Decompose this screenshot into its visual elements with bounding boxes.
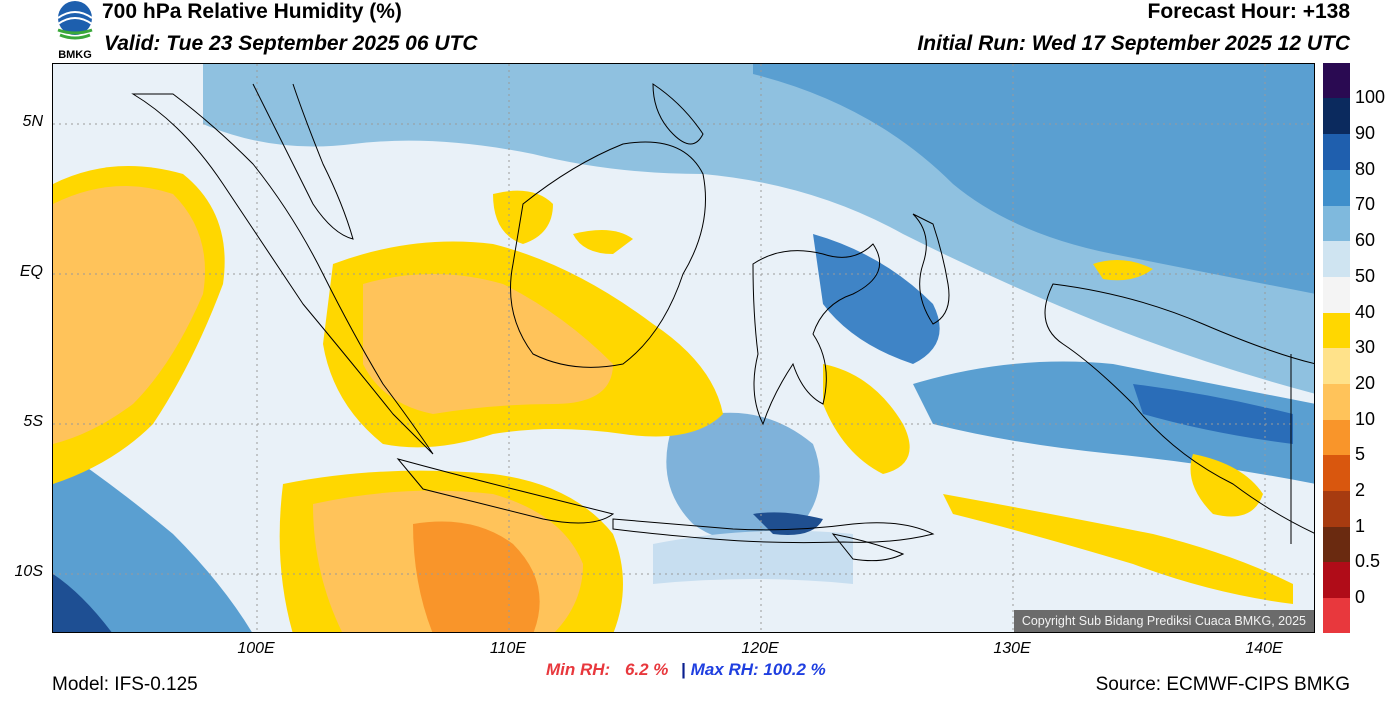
colorbar-label: 30: [1355, 337, 1376, 357]
colorbar-label: 10: [1355, 409, 1376, 429]
colorbar-segment: [1323, 598, 1350, 633]
colorbar-segment: [1323, 348, 1350, 384]
lat-label-5n: 5N: [22, 113, 43, 130]
colorbar-segment: [1323, 562, 1350, 598]
colorbar-label: 0: [1355, 587, 1366, 607]
colorbar-segment: [1323, 491, 1350, 527]
colorbar-label: 20: [1355, 373, 1376, 393]
colorbar-segment: [1323, 384, 1350, 420]
lat-label-10s: 10S: [14, 563, 43, 580]
nusa-tenggara-coast: [612, 518, 935, 544]
lon-label-110e: 110E: [489, 640, 527, 657]
colorbar-segment: [1323, 241, 1350, 277]
colorbar-segment: [1323, 455, 1350, 491]
rh-separator: |: [681, 660, 686, 679]
colorbar-segment: [1323, 313, 1350, 348]
colorbar-label: 70: [1355, 194, 1376, 214]
lon-label-140e: 140E: [1245, 640, 1283, 657]
valid-time: Valid: Tue 23 September 2025 06 UTC: [104, 32, 478, 55]
colorbar-label: 60: [1355, 230, 1376, 250]
max-rh-label: Max RH:: [690, 660, 759, 679]
timor-coast: [831, 533, 905, 562]
sulawesi-coast: [752, 243, 881, 426]
forecast-hour: Forecast Hour: +138: [1147, 0, 1351, 23]
lon-label-100e: 100E: [237, 640, 275, 657]
maluku-coast: [912, 213, 950, 325]
colorbar-segment: [1323, 527, 1350, 562]
lon-label-120e: 120E: [741, 640, 779, 657]
map-title: 700 hPa Relative Humidity (%): [102, 0, 402, 23]
colorbar-segment: [1323, 420, 1350, 455]
colorbar-label: 5: [1355, 444, 1366, 464]
borneo-coast: [510, 141, 706, 368]
philippines-coast: [652, 83, 704, 145]
colorbar-segment: [1323, 277, 1350, 313]
bmkg-logo: BMKG: [50, 0, 100, 62]
java-coast: [396, 458, 615, 524]
colorbar-segment: [1323, 170, 1350, 206]
initial-run: Initial Run: Wed 17 September 2025 12 UT…: [917, 32, 1350, 55]
colorbar-segment: [1323, 134, 1350, 170]
sumatra-coast: [131, 93, 434, 455]
colorbar-label: 80: [1355, 159, 1376, 179]
lon-label-130e: 130E: [993, 640, 1031, 657]
model-label: Model: IFS-0.125: [52, 674, 198, 695]
colorbar-label: 50: [1355, 266, 1376, 286]
malay-peninsula-coast: [252, 83, 354, 240]
lat-label-eq: EQ: [19, 263, 43, 280]
colorbar-label: 0.5: [1355, 551, 1381, 571]
source-label: Source: ECMWF-CIPS BMKG: [1095, 674, 1350, 695]
colorbar-label: 100: [1355, 87, 1386, 107]
colorbar-label: 90: [1355, 123, 1376, 143]
min-rh-label: Min RH:: [546, 660, 611, 679]
lat-label-5s: 5S: [23, 413, 43, 430]
max-rh-value: 100.2 %: [763, 660, 826, 679]
colorbar-label: 1: [1355, 516, 1366, 536]
humidity-field: [53, 64, 1314, 632]
colorbar-label: 40: [1355, 302, 1376, 322]
copyright-notice: Copyright Sub Bidang Prediksi Cuaca BMKG…: [1013, 610, 1314, 632]
new-guinea-coast: [1044, 283, 1314, 534]
humidity-map: Copyright Sub Bidang Prediksi Cuaca BMKG…: [52, 63, 1315, 633]
colorbar-segment: [1323, 206, 1350, 241]
logo-text: BMKG: [58, 49, 92, 61]
colorbar-segment: [1323, 63, 1350, 98]
min-max-rh: Min RH: 6.2 % | Max RH: 100.2 %: [546, 660, 826, 680]
min-rh-value: 6.2 %: [624, 660, 669, 679]
colorbar-segment: [1323, 98, 1350, 134]
colorbar-label: 2: [1355, 480, 1366, 500]
colorbar: [1323, 63, 1350, 633]
